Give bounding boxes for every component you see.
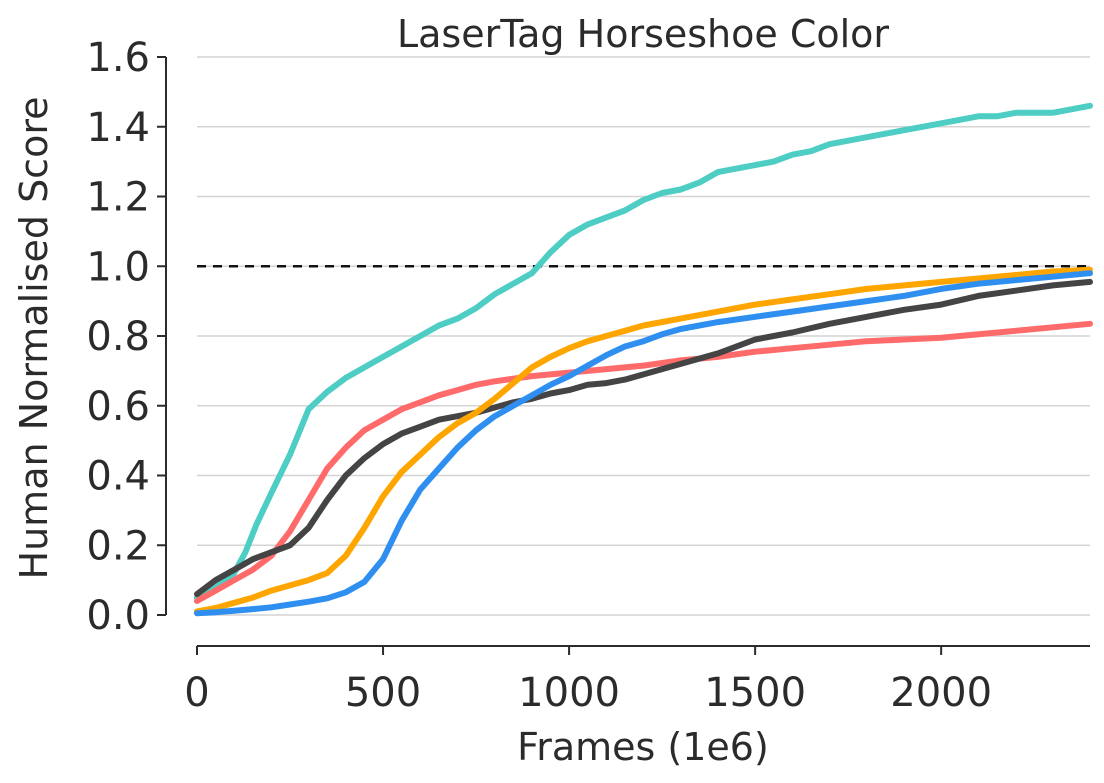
x-tick-label: 2000 — [890, 670, 992, 716]
y-tick-label: 1.0 — [86, 244, 150, 290]
series-line-3 — [194, 278, 1093, 598]
y-tick-label: 1.6 — [86, 35, 150, 81]
y-tick-label: 0.2 — [86, 523, 150, 569]
y-tick-label: 1.4 — [86, 105, 150, 151]
x-tick-label: 0 — [184, 670, 209, 716]
axes — [157, 56, 1090, 655]
series-line-2 — [194, 320, 1093, 604]
x-tick-label: 1500 — [704, 670, 806, 716]
y-tick-label: 0.0 — [86, 593, 150, 639]
series-line-4 — [194, 266, 1093, 615]
y-tick-label: 0.6 — [86, 384, 150, 430]
series-group — [194, 102, 1093, 617]
series-line-5 — [194, 270, 1093, 617]
x-axis-title: Frames (1e6) — [517, 725, 769, 769]
x-tick-label: 500 — [345, 670, 421, 716]
tick-labels: 0.0 0.2 0.4 0.6 0.8 1.0 1.2 1.4 1.6 0 500 1000 1500 2… — [86, 35, 992, 716]
y-tick-label: 1.2 — [86, 175, 150, 221]
y-tick-label: 0.4 — [86, 454, 150, 500]
chart-title: LaserTag Horseshoe Color — [397, 12, 889, 56]
series-line-1 — [194, 102, 1093, 601]
x-tick-label: 1000 — [518, 670, 620, 716]
y-axis-title: Human Normalised Score — [12, 97, 56, 580]
y-tick-label: 0.8 — [86, 314, 150, 360]
